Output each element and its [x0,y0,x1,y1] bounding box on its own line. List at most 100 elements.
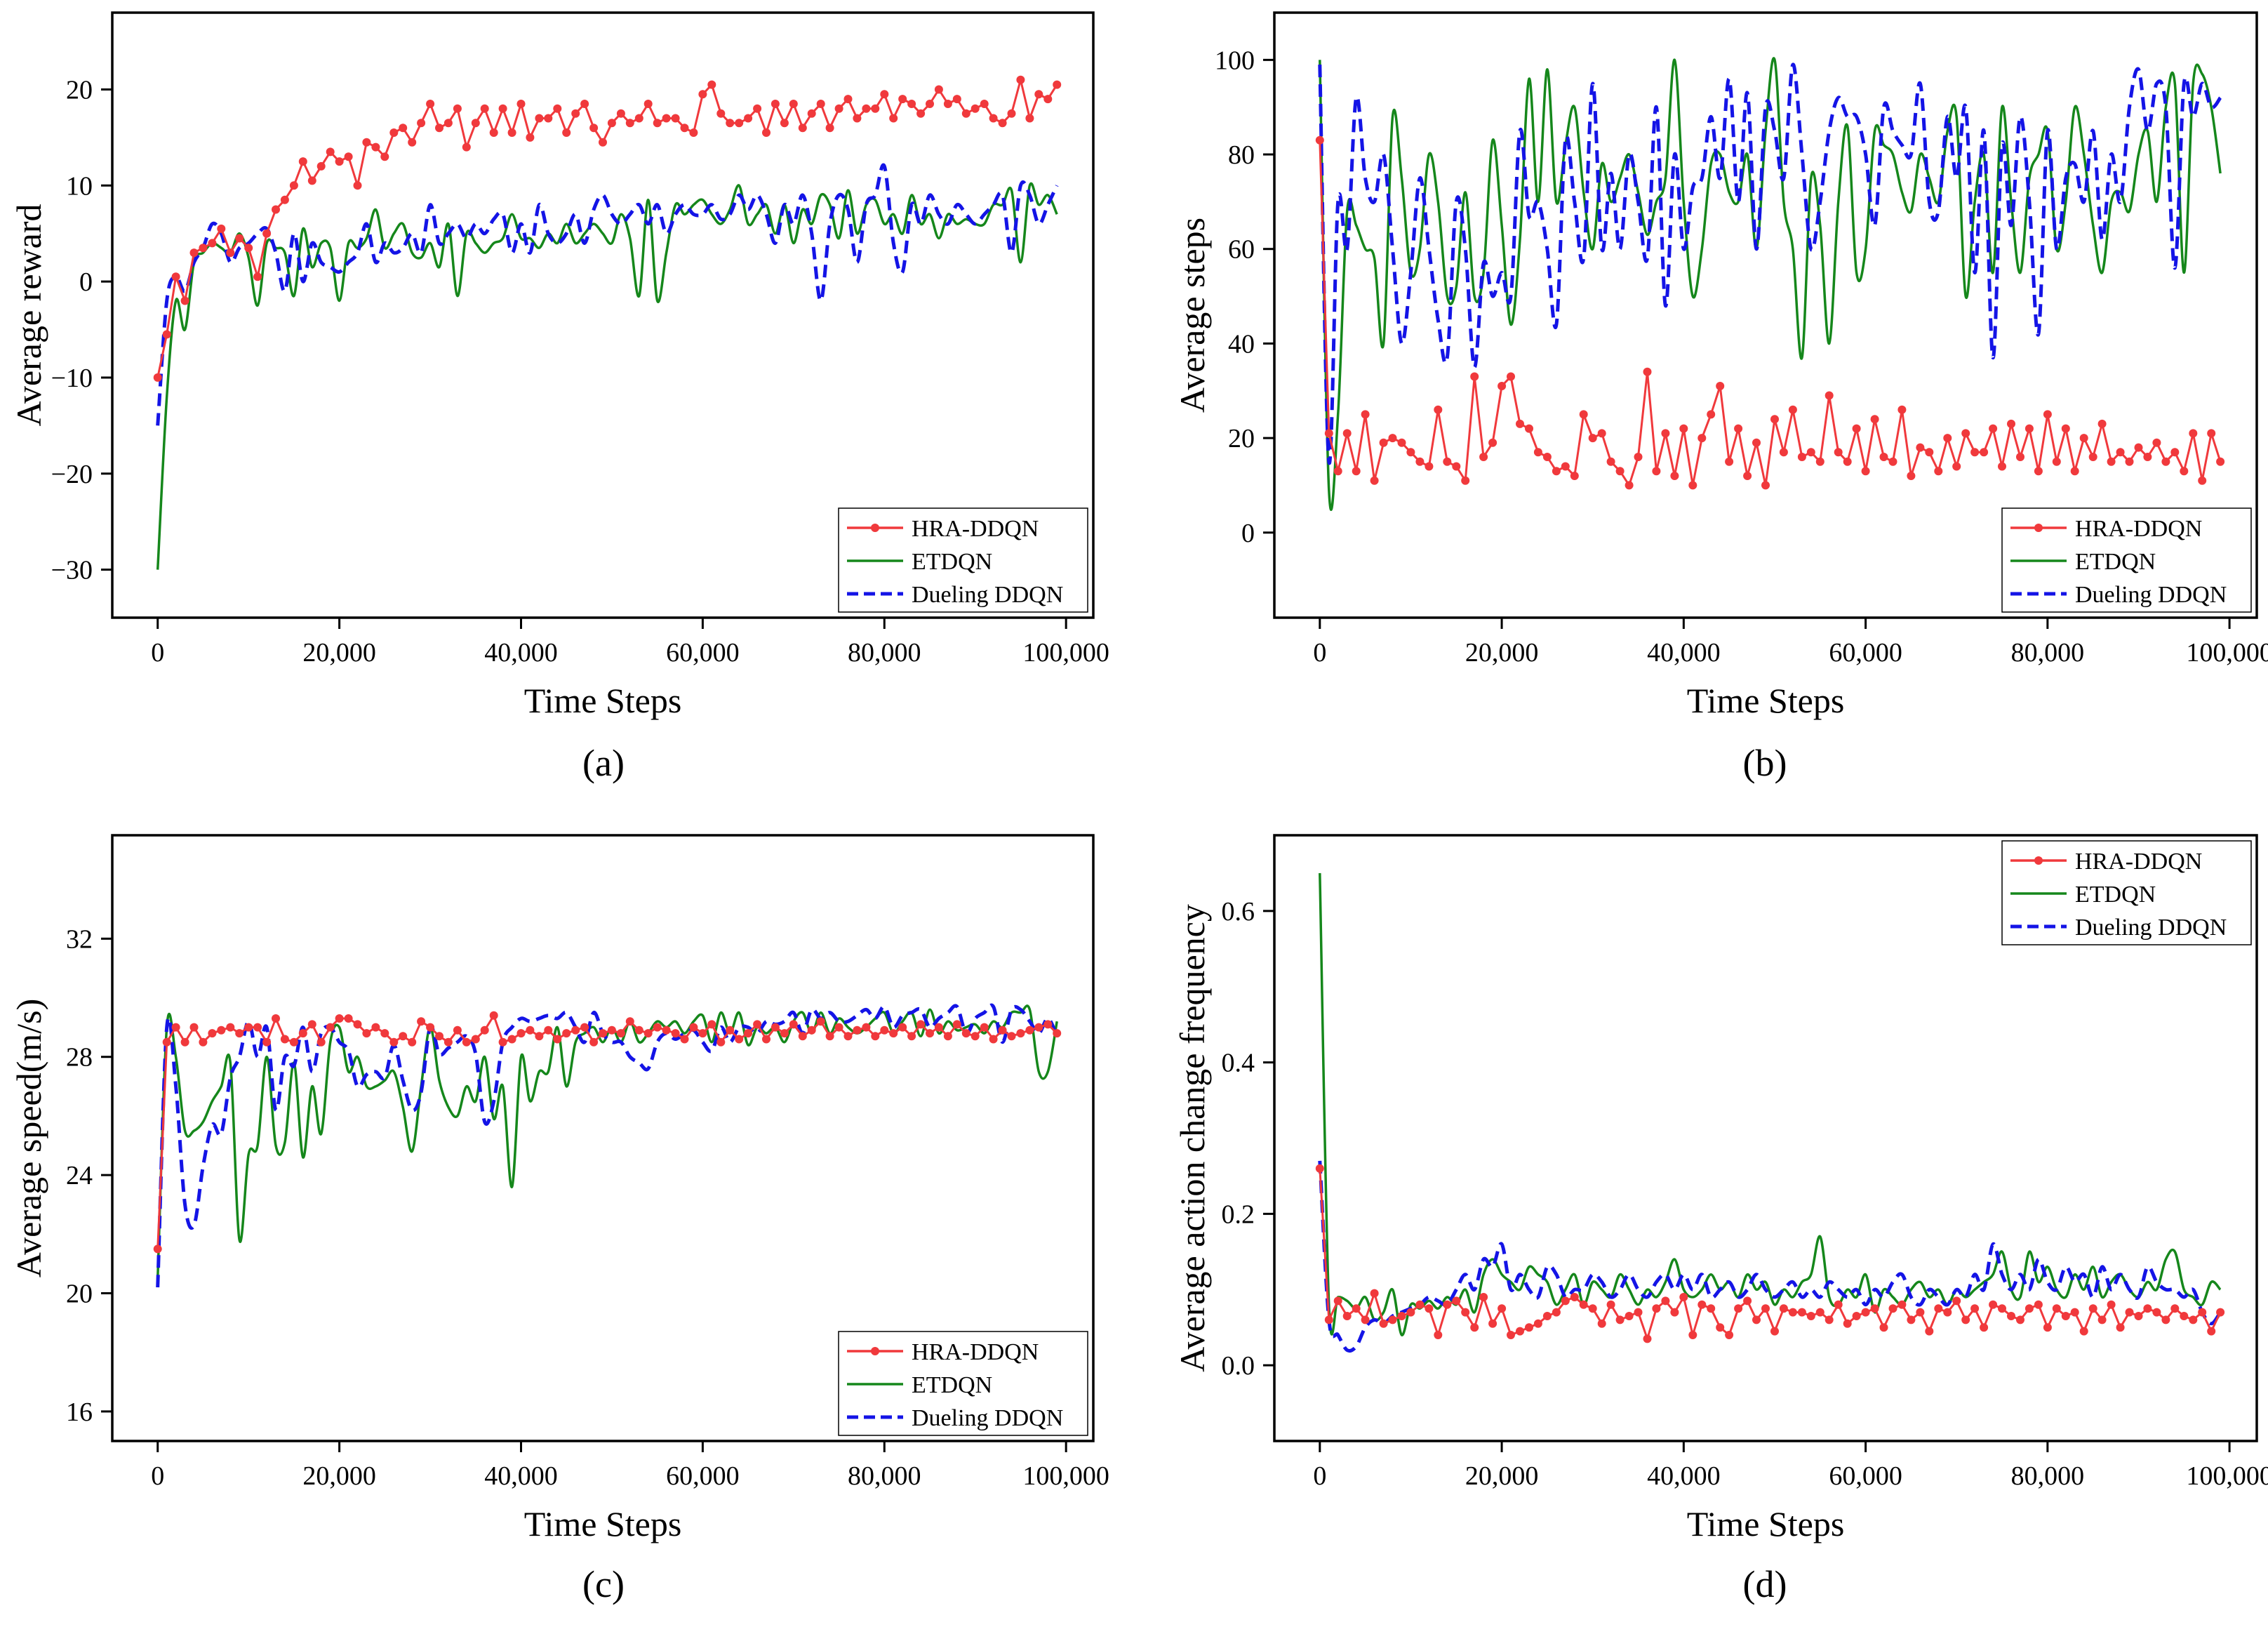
data-point-hra-ddqn [1925,1327,1934,1336]
data-point-hra-ddqn [1652,467,1661,476]
x-tick-label: 100,000 [2186,1461,2268,1491]
plot-frame [1273,834,2258,1442]
data-point-hra-ddqn [970,104,980,113]
data-point-hra-ddqn [326,1023,335,1032]
data-point-hra-ddqn [1406,1308,1415,1317]
data-point-hra-ddqn [726,1025,735,1035]
data-point-hra-ddqn [1507,1331,1515,1339]
data-point-hra-ddqn [1998,1304,2006,1313]
data-point-hra-ddqn [862,1023,871,1032]
legend-label-dueling-ddqn: Dueling DDQN [2075,915,2227,941]
data-point-hra-ddqn [807,1025,816,1035]
data-point-hra-ddqn [798,1032,807,1041]
data-point-hra-ddqn [898,1023,907,1032]
data-point-hra-ddqn [2152,438,2161,447]
data-point-hra-ddqn [1425,1304,1434,1313]
data-point-hra-ddqn [961,109,970,118]
y-tick-label: 20 [66,1280,93,1309]
data-point-hra-ddqn [380,152,389,161]
y-tick-label: 28 [66,1043,93,1073]
data-point-hra-ddqn [1388,434,1397,443]
data-point-hra-ddqn [2016,453,2024,461]
data-point-hra-ddqn [2207,1327,2216,1336]
data-point-hra-ddqn [1943,1308,1952,1317]
data-point-hra-ddqn [1452,1296,1461,1306]
data-point-hra-ddqn [989,1035,998,1044]
series-line-etdqn [1319,57,2222,512]
data-point-hra-ddqn [1315,1164,1324,1173]
data-point-hra-ddqn [1552,467,1561,476]
data-point-hra-ddqn [2116,1323,2125,1332]
data-point-hra-ddqn [2016,1315,2024,1324]
data-point-hra-ddqn [871,104,880,113]
data-point-hra-ddqn [1843,1319,1852,1328]
data-point-hra-ddqn [1361,410,1370,419]
data-point-hra-ddqn [553,104,562,113]
data-point-hra-ddqn [289,1037,298,1047]
data-point-hra-ddqn [2024,1304,2034,1313]
data-point-hra-ddqn [244,1023,253,1032]
data-point-hra-ddqn [2125,1308,2134,1317]
data-point-hra-ddqn [153,373,162,382]
data-point-hra-ddqn [307,176,316,185]
data-point-hra-ddqn [2097,1315,2107,1324]
data-point-hra-ddqn [326,147,335,157]
data-point-hra-ddqn [662,1025,671,1035]
data-point-hra-ddqn [226,248,235,258]
data-point-hra-ddqn [599,138,607,147]
data-point-hra-ddqn [1516,1327,1524,1336]
data-point-hra-ddqn [735,119,744,128]
y-tick-label: −30 [51,556,93,585]
data-point-hra-ddqn [435,124,443,133]
data-point-hra-ddqn [1861,1308,1870,1317]
data-point-hra-ddqn [1352,1304,1361,1313]
data-point-hra-ddqn [562,128,571,137]
plot-frame [111,834,1095,1442]
data-point-hra-ddqn [2034,467,2043,476]
data-point-hra-ddqn [934,1023,943,1032]
data-point-hra-ddqn [716,1037,726,1047]
data-point-hra-ddqn [2107,1300,2116,1309]
panel-b: 0 20,000 40,000 60,000 80,000 100,000 0 20 40 60 8… [1173,11,2268,784]
data-point-hra-ddqn [171,1023,180,1032]
x-tick-label: 100,000 [1022,638,1109,668]
data-point-hra-ddqn [208,1029,217,1038]
data-point-hra-ddqn [2152,1308,2161,1317]
data-point-hra-ddqn [2043,410,2052,419]
data-point-hra-ddqn [1707,410,1716,419]
data-point-hra-ddqn [489,1011,498,1020]
data-point-hra-ddqn [180,296,189,305]
data-point-hra-ddqn [453,1025,462,1035]
data-point-hra-ddqn [789,1020,798,1029]
data-point-hra-ddqn [843,1032,853,1041]
panel-a: 0 20,000 40,000 60,000 80,000 100,000 −30 −20 −1… [9,11,1109,784]
y-tick-label: 80 [1228,140,1255,170]
data-point-hra-ddqn [298,157,307,166]
data-point-hra-ddqn [1907,1315,1916,1324]
data-point-hra-ddqn [453,104,462,113]
data-point-hra-ddqn [199,244,208,253]
data-point-hra-ddqn [1716,1323,1725,1332]
data-point-hra-ddqn [1352,467,1361,476]
data-point-hra-ddqn [2189,1315,2198,1324]
data-point-hra-ddqn [580,1023,589,1032]
data-point-hra-ddqn [1661,429,1670,438]
data-point-hra-ddqn [625,119,634,128]
data-point-hra-ddqn [1415,457,1425,466]
data-point-hra-ddqn [1725,1331,1734,1339]
data-point-hra-ddqn [1379,438,1388,447]
y-tick-label: 0.6 [1222,897,1255,927]
panel-caption: (c) [582,1563,625,1605]
data-point-hra-ddqn [1333,467,1342,476]
data-point-hra-ddqn [716,109,726,118]
data-point-hra-ddqn [408,1037,417,1047]
y-axis-title: Average action change frequency [1173,904,1212,1372]
data-point-hra-ddqn [1643,367,1652,376]
data-point-hra-ddqn [1970,1304,1980,1313]
data-point-hra-ddqn [2170,448,2180,457]
data-point-hra-ddqn [2198,1308,2207,1317]
data-point-hra-ddqn [1034,1023,1043,1032]
data-point-hra-ddqn [1825,1315,1834,1324]
data-point-hra-ddqn [1897,1300,1907,1309]
